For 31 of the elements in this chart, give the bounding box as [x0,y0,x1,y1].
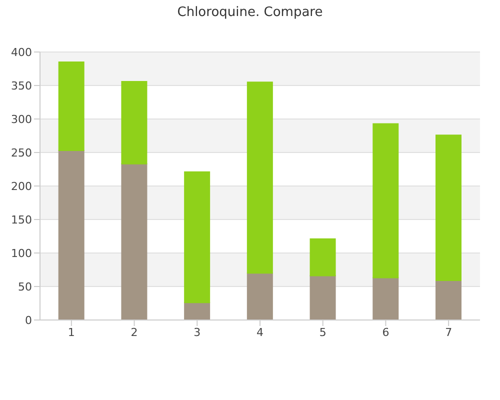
y-tick-label: 200 [11,180,32,193]
bar [121,80,148,164]
bar [436,280,462,320]
bar [58,150,84,320]
y-tick-label: 0 [25,314,32,327]
y-tick-label: 400 [11,46,32,59]
x-tick-label: 1 [68,326,75,339]
bar [436,134,462,281]
bar [372,277,399,320]
bar [246,272,273,320]
y-tick-label: 350 [11,79,32,92]
bar [58,62,84,151]
x-tick-label: 7 [445,326,452,339]
bar [246,82,273,274]
y-tick-label: 50 [18,280,32,294]
chart-title: Chloroquine. Compare [176,5,324,20]
bar [310,275,336,320]
bar [184,302,210,320]
x-tick-label: 4 [256,326,264,339]
y-tick-label: 150 [11,213,32,226]
x-tick-label: 2 [130,326,138,339]
x-tick-label: 5 [319,326,326,339]
x-tick-label: 3 [194,326,201,339]
bar [372,123,399,278]
bar [121,163,148,320]
y-tick-label: 250 [11,146,32,160]
y-tick-label: 300 [11,112,32,126]
y-tick-label: 100 [11,246,32,260]
bar [184,171,210,304]
bar [310,238,336,276]
x-tick-label: 6 [382,326,390,339]
